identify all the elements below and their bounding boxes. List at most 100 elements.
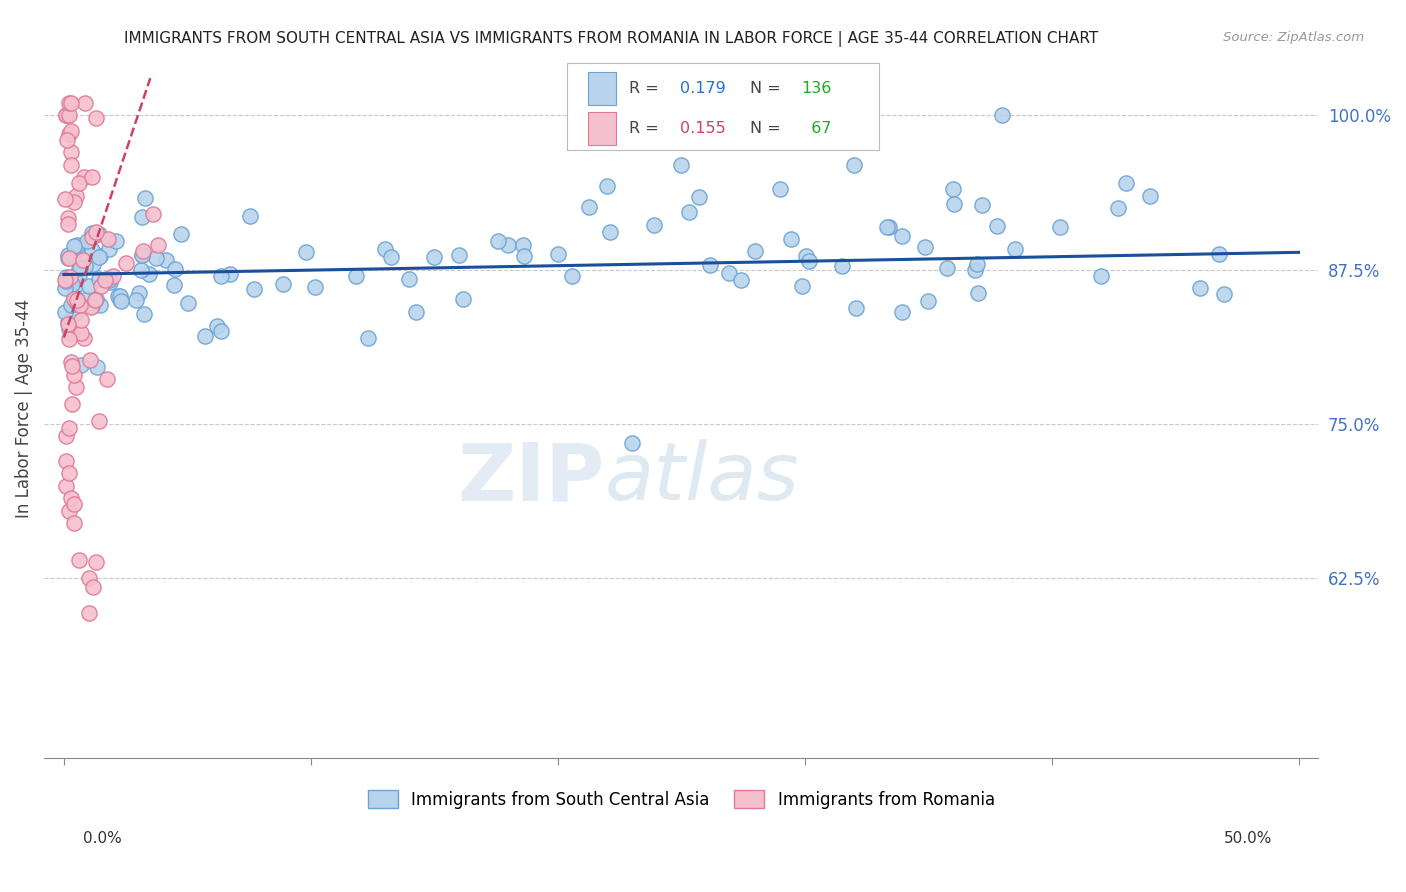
Point — [942, 182, 965, 196]
Point — [83, 293, 105, 307]
Point — [447, 248, 470, 262]
Point — [970, 198, 993, 212]
Point — [84, 292, 107, 306]
Point — [62, 194, 84, 209]
Point — [65, 295, 87, 310]
Point — [55, 270, 77, 285]
Point — [620, 435, 643, 450]
Point — [451, 292, 474, 306]
Point — [779, 232, 801, 246]
Point — [1208, 247, 1230, 261]
Point — [58, 127, 80, 141]
Point — [87, 272, 110, 286]
Point — [1107, 201, 1129, 215]
Point — [295, 244, 318, 259]
Text: atlas: atlas — [605, 440, 800, 517]
Point — [65, 278, 87, 293]
Point — [87, 414, 110, 428]
Text: IMMIGRANTS FROM SOUTH CENTRAL ASIA VS IMMIGRANTS FROM ROMANIA IN LABOR FORCE | A: IMMIGRANTS FROM SOUTH CENTRAL ASIA VS IM… — [125, 31, 1098, 47]
Point — [60, 298, 83, 312]
Point — [132, 244, 155, 259]
Point — [94, 273, 117, 287]
Point — [60, 123, 83, 137]
Point — [688, 189, 710, 203]
Point — [96, 272, 118, 286]
Point — [80, 300, 103, 314]
Point — [72, 169, 94, 184]
Point — [55, 479, 77, 493]
Point — [79, 606, 101, 620]
Point — [63, 269, 86, 284]
Y-axis label: In Labor Force | Age 35-44: In Labor Force | Age 35-44 — [15, 299, 32, 518]
Point — [1004, 242, 1026, 256]
Point — [67, 268, 90, 282]
Text: 50.0%: 50.0% — [1225, 831, 1272, 846]
Point — [55, 454, 77, 468]
Point — [131, 248, 153, 262]
Point — [58, 315, 80, 329]
Text: ZIP: ZIP — [457, 440, 605, 517]
Point — [917, 293, 939, 308]
Point — [207, 318, 229, 333]
Point — [55, 108, 77, 122]
Point — [599, 225, 621, 239]
Point — [129, 262, 152, 277]
Point — [142, 207, 165, 221]
Point — [845, 301, 868, 315]
Point — [58, 421, 80, 435]
Point — [59, 326, 82, 340]
Point — [966, 257, 988, 271]
Point — [55, 429, 77, 443]
Point — [877, 220, 900, 235]
Point — [643, 218, 665, 232]
Point — [114, 256, 136, 270]
Point — [60, 277, 83, 292]
Point — [86, 225, 108, 239]
Point — [82, 257, 104, 271]
Point — [769, 182, 792, 196]
Point — [831, 259, 853, 273]
Point — [1115, 176, 1137, 190]
Point — [134, 191, 156, 205]
Point — [163, 277, 186, 292]
Point — [82, 169, 104, 184]
Point — [58, 251, 80, 265]
Text: 0.0%: 0.0% — [83, 831, 122, 846]
Point — [398, 272, 420, 286]
Point — [80, 226, 103, 240]
Point — [66, 238, 89, 252]
Point — [58, 108, 80, 122]
Point — [561, 269, 583, 284]
Point — [96, 371, 118, 385]
Point — [58, 467, 80, 481]
Point — [69, 298, 91, 312]
Text: Source: ZipAtlas.com: Source: ZipAtlas.com — [1223, 31, 1364, 45]
Point — [62, 497, 84, 511]
Point — [59, 270, 82, 285]
Point — [110, 294, 132, 309]
Point — [53, 304, 76, 318]
Point — [76, 292, 98, 306]
Point — [170, 227, 193, 241]
Point — [60, 359, 83, 373]
Point — [77, 279, 100, 293]
Point — [423, 250, 446, 264]
Point — [59, 95, 82, 110]
Point — [60, 397, 83, 411]
Point — [936, 261, 959, 276]
Point — [82, 229, 104, 244]
Point — [699, 258, 721, 272]
Point — [914, 240, 936, 254]
Point — [87, 227, 110, 241]
FancyBboxPatch shape — [588, 71, 616, 105]
Point — [876, 220, 898, 235]
Point — [209, 324, 232, 338]
Point — [65, 293, 87, 307]
Text: 67: 67 — [801, 121, 831, 136]
Point — [131, 247, 153, 261]
Point — [60, 273, 83, 287]
Point — [138, 267, 160, 281]
Point — [76, 234, 98, 248]
Point — [66, 293, 89, 307]
Point — [56, 248, 79, 262]
